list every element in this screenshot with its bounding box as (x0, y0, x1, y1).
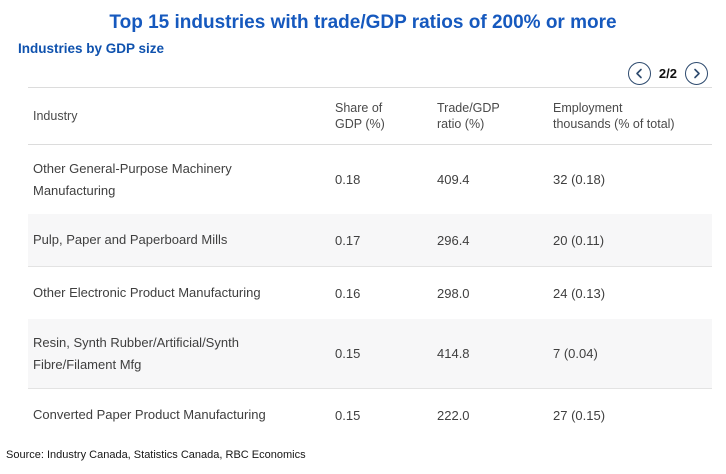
employment-value: 7 (0.04) (553, 346, 598, 361)
trade-gdp-value: 296.4 (437, 232, 470, 248)
source-note: Source: Industry Canada, Statistics Cana… (6, 449, 306, 461)
share-gdp-value: 0.18 (335, 172, 361, 187)
share-gdp-value: 0.16 (335, 285, 361, 301)
column-header-share-gdp: Share of GDP (%) (335, 101, 385, 131)
page-indicator: 2/2 (658, 66, 677, 81)
employment-value: 20 (0.11) (553, 232, 605, 248)
pagination: 2/2 (627, 62, 708, 85)
share-gdp-value: 0.15 (335, 407, 361, 423)
trade-gdp-value: 414.8 (437, 346, 470, 361)
share-gdp-value: 0.15 (335, 346, 361, 361)
industry-name: Pulp, Paper and Paperboard Mills (33, 232, 228, 247)
trade-gdp-value: 409.4 (437, 172, 470, 187)
table-header-row: Industry Share of GDP (%) Trade/GDP rati… (28, 88, 712, 145)
table-row: Pulp, Paper and Paperboard Mills 0.17 29… (28, 214, 712, 267)
chevron-left-icon (634, 68, 645, 79)
industry-name: Other General-Purpose Machinery Manufact… (33, 160, 232, 198)
industries-table: Industry Share of GDP (%) Trade/GDP rati… (28, 87, 712, 441)
share-gdp-value: 0.17 (335, 232, 361, 248)
column-header-employment: Employment thousands (% of total) (553, 101, 675, 131)
prev-page-button[interactable] (627, 62, 651, 85)
table-row: Converted Paper Product Manufacturing 0.… (28, 389, 712, 441)
employment-value: 24 (0.13) (553, 285, 606, 301)
next-page-button[interactable] (685, 62, 708, 85)
industry-name: Converted Paper Product Manufacturing (33, 407, 266, 422)
table-row: Other Electronic Product Manufacturing 0… (28, 267, 712, 319)
employment-value: 32 (0.18) (553, 172, 606, 187)
employment-value: 27 (0.15) (553, 407, 606, 423)
page-subtitle: Industries by GDP size (18, 41, 165, 56)
trade-gdp-value: 222.0 (437, 407, 470, 423)
industry-name: Other Electronic Product Manufacturing (33, 285, 261, 300)
table-row: Other General-Purpose Machinery Manufact… (28, 145, 712, 214)
page-title: Top 15 industries with trade/GDP ratios … (109, 12, 617, 33)
industry-name: Resin, Synth Rubber/Artificial/Synth Fib… (33, 334, 239, 372)
table-row: Resin, Synth Rubber/Artificial/Synth Fib… (28, 319, 712, 389)
trade-gdp-value: 298.0 (437, 285, 470, 301)
column-header-trade-gdp-ratio: Trade/GDP ratio (%) (437, 101, 500, 131)
chevron-right-icon (691, 68, 702, 79)
column-header-industry: Industry (33, 109, 78, 123)
